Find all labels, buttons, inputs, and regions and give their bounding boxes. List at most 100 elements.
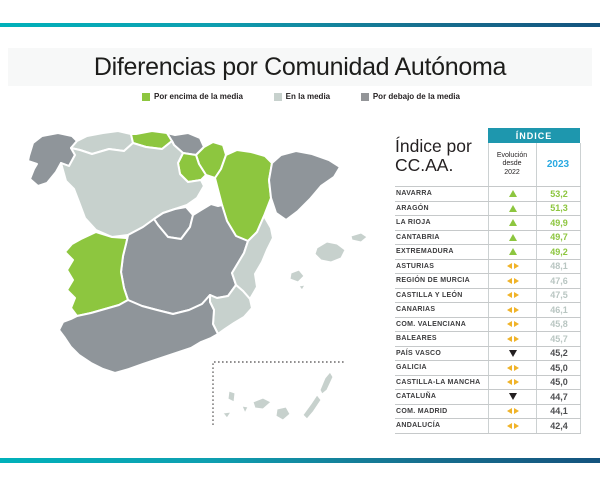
table-group-header: ÍNDICE (488, 128, 580, 143)
index-value: 45,0 (550, 377, 568, 388)
region-name: ANDALUCÍA (396, 422, 441, 430)
legend-label: Por encima de la media (154, 92, 243, 101)
trend-stable-icon (507, 292, 519, 298)
region-name: PAÍS VASCO (396, 349, 442, 357)
trend-stable-icon (507, 336, 519, 342)
panel-heading-line2: CC.AA. (395, 155, 454, 175)
map-region-andalucia (58, 294, 219, 374)
index-value: 49,9 (550, 217, 568, 228)
index-value: 48,1 (550, 261, 568, 272)
region-name: CASTILLA Y LEÓN (396, 291, 463, 299)
table-row: ARAGÓN 51,3 (395, 200, 581, 216)
trend-down-icon (509, 393, 517, 401)
index-value: 45,8 (550, 319, 568, 330)
index-value: 53,2 (550, 188, 568, 199)
table-row: LA RIOJA 49,9 (395, 215, 581, 230)
trend-stable-icon (507, 307, 519, 313)
legend-label: Por debajo de la media (372, 92, 460, 101)
index-value: 49,7 (550, 232, 568, 243)
index-value: 51,3 (550, 203, 568, 214)
region-name: CANARIAS (396, 306, 436, 314)
index-value: 45,0 (550, 362, 568, 373)
legend-item-above: Por encima de la media (142, 92, 243, 101)
trend-up-icon (509, 190, 517, 198)
panel-heading-line1: Índice por (395, 136, 472, 156)
table-row: ANDALUCÍA 42,4 (395, 418, 581, 433)
page-title: Diferencias por Comunidad Autónoma (93, 53, 507, 81)
table-col-header-2023: 2023 (546, 159, 570, 170)
trend-up-icon (509, 233, 517, 241)
table-row: COM. MADRID 44,1 (395, 403, 581, 419)
index-value: 49,2 (550, 246, 568, 257)
table-row: EXTREMADURA 49,2 (395, 244, 581, 259)
table-row: CASTILLA Y LEÓN 47,5 (395, 287, 581, 303)
trend-stable-icon (507, 379, 519, 385)
table-row: GALICIA 45,0 (395, 360, 581, 375)
trend-up-icon (509, 248, 517, 256)
table-row: PAÍS VASCO 45,2 (395, 345, 581, 361)
trend-stable-icon (507, 365, 519, 371)
trend-stable-icon (507, 423, 519, 429)
region-name: CASTILLA-LA MANCHA (396, 378, 481, 386)
panel-heading: Índice por CC.AA. (395, 137, 472, 175)
trend-stable-icon (507, 408, 519, 414)
map-region-extremadura (64, 231, 129, 317)
bottom-gradient-divider (0, 458, 600, 463)
trend-stable-icon (507, 263, 519, 269)
region-name: CANTABRIA (396, 233, 440, 241)
region-name: ASTURIAS (396, 262, 435, 270)
table-row: NAVARRA 53,2 (395, 186, 581, 201)
trend-stable-icon (507, 321, 519, 327)
table-row: CATALUÑA 44,7 (395, 389, 581, 404)
region-name: BALEARES (396, 335, 437, 343)
index-value: 46,1 (550, 304, 568, 315)
index-value: 45,2 (550, 348, 568, 359)
table-row: CASTILLA-LA MANCHA 45,0 (395, 374, 581, 390)
legend-swatch-below-icon (360, 92, 369, 101)
legend-item-below: Por debajo de la media (360, 92, 460, 101)
region-name: EXTREMADURA (396, 248, 454, 256)
index-table-body: NAVARRA 53,2 ARAGÓN 51,3 LA RIOJA 49,9 C… (395, 186, 581, 434)
table-row: REGIÓN DE MURCIA 47,6 (395, 273, 581, 288)
index-value: 44,7 (550, 391, 568, 402)
index-table-panel: Índice por CC.AA. ÍNDICE Evolución desde… (395, 125, 581, 437)
region-name: COM. VALENCIANA (396, 320, 467, 328)
map-region-baleares (289, 232, 368, 291)
canary-inset-border (212, 361, 345, 425)
legend-swatch-above-icon (142, 92, 150, 101)
region-name: REGIÓN DE MURCIA (396, 277, 471, 285)
legend-label: En la media (285, 92, 331, 101)
index-value: 45,7 (550, 333, 568, 344)
trend-up-icon (509, 204, 517, 212)
region-name: COM. MADRID (396, 407, 448, 415)
trend-down-icon (509, 349, 517, 357)
trend-up-icon (509, 219, 517, 227)
table-row: COM. VALENCIANA 45,8 (395, 316, 581, 332)
spain-choropleth-map (27, 130, 368, 425)
table-row: BALEARES 45,7 (395, 331, 581, 346)
region-name: NAVARRA (396, 190, 433, 198)
table-row: CANARIAS 46,1 (395, 302, 581, 317)
map-legend: Por encima de la media En la media Por d… (142, 92, 460, 101)
map-region-canarias (222, 371, 334, 421)
table-row: ASTURIAS 48,1 (395, 258, 581, 274)
index-value: 47,6 (550, 275, 568, 286)
evolution-header-label: Evolución desde 2022 (496, 151, 528, 176)
trend-stable-icon (507, 278, 519, 284)
map-region-cataluna (268, 150, 341, 221)
legend-swatch-media-icon (273, 92, 282, 101)
region-name: GALICIA (396, 364, 427, 372)
table-col-header-evolution: Evolución desde 2022 (488, 143, 536, 186)
legend-item-media: En la media (273, 92, 331, 101)
map-region-castilla-y-leon (60, 140, 205, 238)
index-value: 44,1 (550, 406, 568, 417)
region-name: LA RIOJA (396, 219, 431, 227)
index-value: 42,4 (550, 420, 568, 431)
region-name: CATALUÑA (396, 393, 437, 401)
title-band: Diferencias por Comunidad Autónoma (8, 48, 592, 86)
table-row: CANTABRIA 49,7 (395, 229, 581, 245)
region-name: ARAGÓN (396, 204, 429, 212)
top-gradient-divider (0, 23, 600, 27)
index-value: 47,5 (550, 290, 568, 301)
